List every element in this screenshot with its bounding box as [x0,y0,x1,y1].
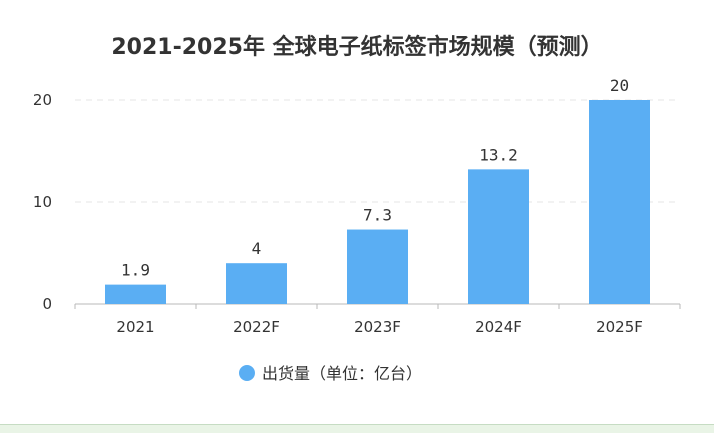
x-tick-label: 2025F [596,318,643,336]
bar-2025F[interactable] [589,100,650,304]
y-tick-label: 10 [33,193,52,211]
y-tick-label: 20 [33,91,52,109]
data-label: 1.9 [121,261,150,280]
x-tick-label: 2022F [233,318,280,336]
bars [105,100,650,304]
y-tick-label: 0 [42,295,52,313]
footer-strip [0,424,714,433]
bar-2021[interactable] [105,284,166,304]
data-label: 20 [610,76,629,95]
grid-lines [75,99,680,203]
bar-2024F[interactable] [468,169,529,304]
x-tick-label: 2023F [354,318,401,336]
data-labels: 1.9 4 7.3 13.2 20 [121,76,629,280]
bar-2022F[interactable] [226,263,287,304]
bar-chart: 2021-2025年 全球电子纸标签市场规模（预测） 0 10 20 2021 2022… [33,34,681,383]
legend[interactable]: 出货量（单位：亿台） [239,364,422,383]
legend-label: 出货量（单位：亿台） [262,364,422,383]
data-label: 4 [252,239,262,258]
chart-title: 2021-2025年 全球电子纸标签市场规模（预测） [111,34,602,60]
data-label: 7.3 [363,206,392,225]
legend-marker-icon [239,365,255,381]
chart-container: 2021-2025年 全球电子纸标签市场规模（预测） 0 10 20 2021 2022… [33,34,681,383]
bar-2023F[interactable] [347,229,408,304]
data-label: 13.2 [479,145,518,164]
x-tick-label: 2021 [116,318,154,336]
x-tick-label: 2024F [475,318,522,336]
